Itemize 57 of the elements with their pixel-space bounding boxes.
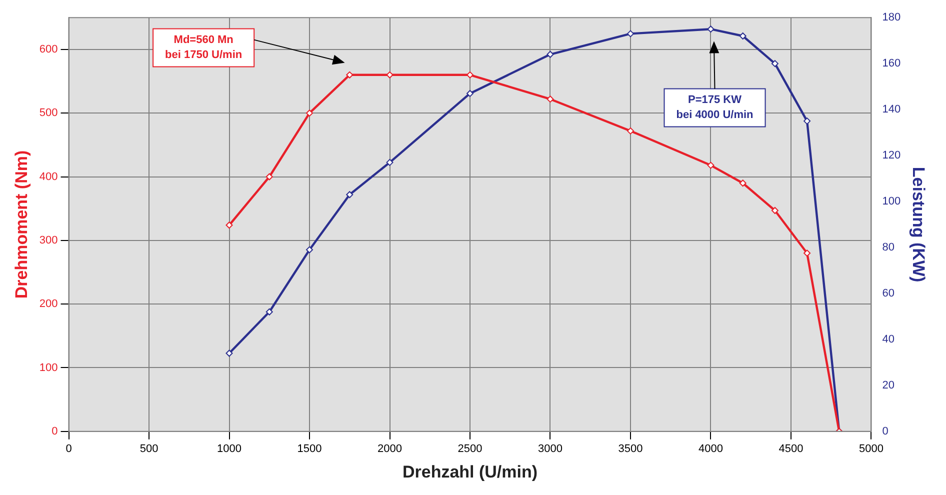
x-tick-label: 2000	[378, 443, 402, 456]
x-tick-label: 500	[140, 443, 158, 456]
point	[804, 250, 811, 257]
point	[266, 173, 273, 180]
x-tick-label: 2500	[458, 443, 482, 456]
point	[226, 222, 233, 229]
point	[306, 246, 313, 254]
y-tick-label: 0	[52, 425, 58, 438]
point	[739, 32, 746, 40]
point	[226, 350, 233, 357]
point	[546, 50, 554, 58]
point	[771, 60, 778, 68]
point	[771, 206, 778, 214]
point	[386, 71, 394, 78]
x-tick-label: 1000	[217, 443, 242, 456]
y2-tick-label: 20	[882, 379, 894, 392]
y-tick-label: 300	[39, 234, 58, 246]
annotation: Md=560 Mn bei 1750 U/min	[165, 34, 242, 61]
point	[346, 71, 354, 78]
point	[306, 110, 313, 117]
point	[707, 162, 714, 169]
x-tick-label: 3500	[618, 443, 643, 456]
point	[546, 96, 554, 103]
point	[466, 90, 474, 97]
annotation: P=175 KW bei 4000 U/min	[676, 94, 754, 121]
x-tick-label: 3000	[538, 443, 562, 456]
y2-tick-label: 180	[882, 12, 901, 24]
y-tick-label: 400	[39, 170, 58, 183]
point	[346, 191, 354, 198]
point	[627, 127, 634, 134]
x-tick-label: 0	[66, 443, 72, 456]
point	[466, 71, 474, 78]
y2-tick-label: 40	[882, 333, 894, 346]
point	[804, 118, 811, 125]
point	[386, 158, 394, 166]
y-axis-title: Drehmoment (Nm)	[12, 150, 31, 299]
y2-tick-label: 0	[882, 425, 888, 438]
y-tick-label: 600	[39, 43, 58, 56]
point	[266, 308, 273, 316]
x-tick-label: 5000	[859, 443, 884, 456]
y2-tick-label: 100	[882, 196, 901, 208]
y-tick-label: 100	[39, 362, 58, 374]
y2-tick-label: 140	[882, 104, 901, 116]
y2-tick-label: 80	[882, 242, 894, 254]
point	[627, 30, 634, 38]
y2-axis-title: Leistung (KW)	[909, 166, 928, 282]
x-axis-title: Drehzahl (U/min)	[402, 462, 538, 482]
point	[707, 26, 714, 33]
x-tick-label: 1500	[297, 443, 322, 456]
y2-tick-label: 160	[882, 58, 901, 70]
y2-tick-label: 60	[882, 288, 894, 300]
y-tick-label: 200	[39, 298, 58, 310]
y-tick-label: 500	[39, 107, 58, 120]
x-tick-label: 4500	[778, 443, 804, 456]
point	[739, 180, 746, 187]
x-tick-label: 4000	[698, 443, 723, 456]
y2-tick-label: 120	[882, 150, 901, 162]
